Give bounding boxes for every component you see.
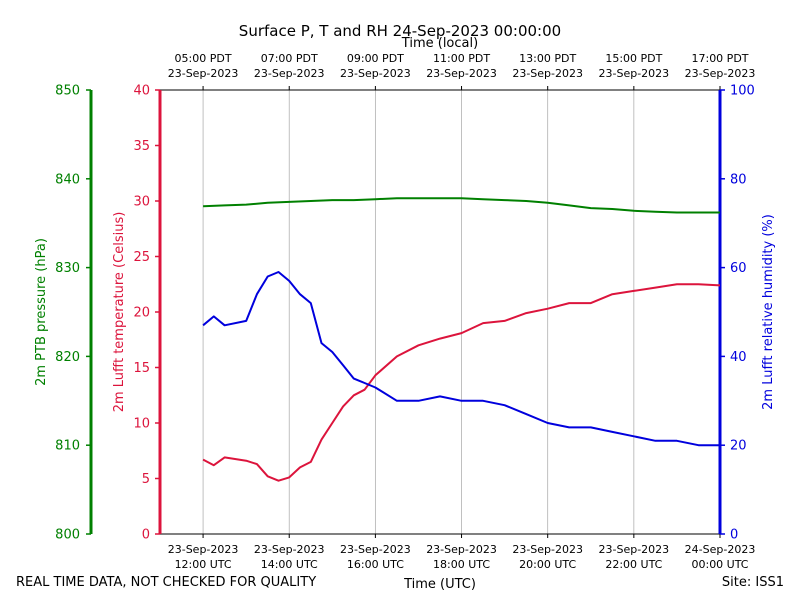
humidity-tick-label: 0 bbox=[730, 528, 738, 543]
pressure-tick-label: 800 bbox=[55, 528, 80, 543]
x-top-tick-label: 07:00 PDT bbox=[261, 52, 318, 65]
temperature-tick-label: 0 bbox=[142, 528, 150, 543]
x-top-tick-label: 05:00 PDT bbox=[175, 52, 232, 65]
x-top-tick-label: 15:00 PDT bbox=[605, 52, 662, 65]
x-tick-label: 00:00 UTC bbox=[691, 558, 748, 571]
humidity-tick-label: 100 bbox=[730, 84, 755, 99]
x-tick-label: 22:00 UTC bbox=[605, 558, 662, 571]
temperature-tick-label: 5 bbox=[142, 472, 150, 487]
x-tick-label: 18:00 UTC bbox=[433, 558, 490, 571]
x-top-tick-label: 17:00 PDT bbox=[691, 52, 748, 65]
pressure-tick-label: 830 bbox=[55, 261, 80, 276]
x-top-tick-label: 11:00 PDT bbox=[433, 52, 490, 65]
x-axis-label: Time (UTC) bbox=[403, 577, 476, 592]
humidity-tick-label: 20 bbox=[730, 439, 747, 454]
x-top-axis-label: Time (local) bbox=[401, 36, 478, 51]
x-tick-label: 16:00 UTC bbox=[347, 558, 404, 571]
pressure-tick-label: 840 bbox=[55, 172, 80, 187]
humidity-tick-label: 80 bbox=[730, 172, 747, 187]
x-top-tick-label: 23-Sep-2023 bbox=[254, 67, 325, 80]
humidity-tick-label: 40 bbox=[730, 350, 747, 365]
x-tick-label: 23-Sep-2023 bbox=[340, 543, 411, 556]
humidity-series-line bbox=[202, 271, 720, 447]
x-tick-label: 14:00 UTC bbox=[261, 558, 318, 571]
x-top-tick-label: 23-Sep-2023 bbox=[340, 67, 411, 80]
plot-frame bbox=[159, 89, 721, 535]
x-top-tick-label: 23-Sep-2023 bbox=[426, 67, 497, 80]
x-tick-label: 23-Sep-2023 bbox=[168, 543, 239, 556]
x-top-tick-label: 23-Sep-2023 bbox=[685, 67, 756, 80]
temperature-tick-label: 10 bbox=[133, 417, 150, 432]
x-tick-label: 23-Sep-2023 bbox=[512, 543, 583, 556]
temperature-tick-label: 30 bbox=[133, 195, 150, 210]
x-tick-label: 24-Sep-2023 bbox=[685, 543, 756, 556]
temperature-axis-label: 2m Lufft temperature (Celsius) bbox=[112, 212, 127, 413]
chart-title: Surface P, T and RH 24-Sep-2023 00:00:00 bbox=[238, 22, 562, 40]
x-top-tick-label: 13:00 PDT bbox=[519, 52, 576, 65]
x-tick-label: 23-Sep-2023 bbox=[426, 543, 497, 556]
temperature-tick-label: 15 bbox=[133, 361, 150, 376]
x-tick-label: 23-Sep-2023 bbox=[254, 543, 325, 556]
temperature-tick-label: 35 bbox=[133, 139, 150, 154]
pressure-axis-label: 2m PTB pressure (hPa) bbox=[34, 238, 49, 386]
temperature-tick-label: 25 bbox=[133, 250, 150, 265]
humidity-tick-label: 60 bbox=[730, 261, 747, 276]
x-tick-label: 20:00 UTC bbox=[519, 558, 576, 571]
pressure-tick-label: 820 bbox=[55, 350, 80, 365]
x-top-tick-label: 09:00 PDT bbox=[347, 52, 404, 65]
pressure-tick-label: 810 bbox=[55, 439, 80, 454]
x-top-tick-label: 23-Sep-2023 bbox=[512, 67, 583, 80]
temperature-series-line bbox=[202, 283, 721, 482]
x-tick-label: 23-Sep-2023 bbox=[599, 543, 670, 556]
site-label: Site: ISS1 bbox=[721, 575, 784, 590]
pressure-tick-label: 850 bbox=[55, 84, 80, 99]
temperature-tick-label: 40 bbox=[133, 84, 150, 99]
x-top-tick-label: 23-Sep-2023 bbox=[168, 67, 239, 80]
quality-notice: REAL TIME DATA, NOT CHECKED FOR QUALITY bbox=[16, 575, 317, 590]
humidity-axis-label: 2m Lufft relative humidity (%) bbox=[761, 214, 776, 410]
x-top-tick-label: 23-Sep-2023 bbox=[599, 67, 670, 80]
pressure-series-line bbox=[203, 197, 720, 214]
x-tick-label: 12:00 UTC bbox=[175, 558, 232, 571]
temperature-tick-label: 20 bbox=[133, 306, 150, 321]
